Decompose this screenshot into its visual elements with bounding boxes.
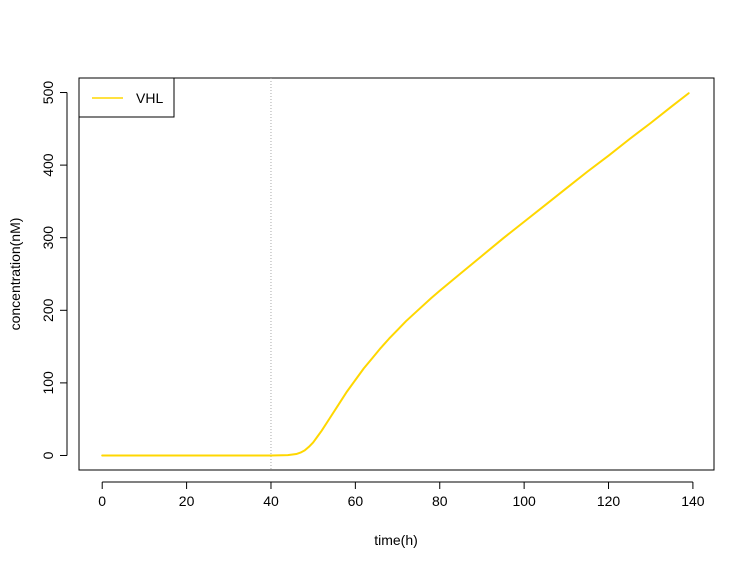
x-tick-label: 40 bbox=[263, 493, 279, 509]
y-axis: 0 100 200 300 400 500 bbox=[40, 81, 68, 459]
y-tick-label: 300 bbox=[40, 226, 56, 250]
x-tick-label: 120 bbox=[597, 493, 621, 509]
x-axis-title: time(h) bbox=[374, 532, 418, 548]
plot-frame bbox=[78, 77, 715, 471]
y-tick-label: 0 bbox=[40, 451, 56, 459]
y-axis-title: concentration(nM) bbox=[7, 218, 23, 331]
y-tick-label: 200 bbox=[40, 298, 56, 322]
x-axis: 0 20 40 60 80 100 120 140 bbox=[98, 481, 705, 509]
legend-label: VHL bbox=[136, 90, 163, 106]
y-tick-label: 500 bbox=[40, 81, 56, 105]
series-line-vhl bbox=[101, 92, 690, 457]
x-tick-label: 60 bbox=[348, 493, 364, 509]
y-tick-label: 100 bbox=[40, 371, 56, 395]
y-tick-label: 400 bbox=[40, 153, 56, 177]
x-tick-label: 0 bbox=[98, 493, 106, 509]
series-layer bbox=[101, 92, 690, 457]
legend: VHL bbox=[78, 77, 175, 118]
x-tick-label: 20 bbox=[179, 493, 195, 509]
x-tick-label: 80 bbox=[432, 493, 448, 509]
x-tick-label: 140 bbox=[681, 493, 705, 509]
x-tick-label: 100 bbox=[512, 493, 536, 509]
